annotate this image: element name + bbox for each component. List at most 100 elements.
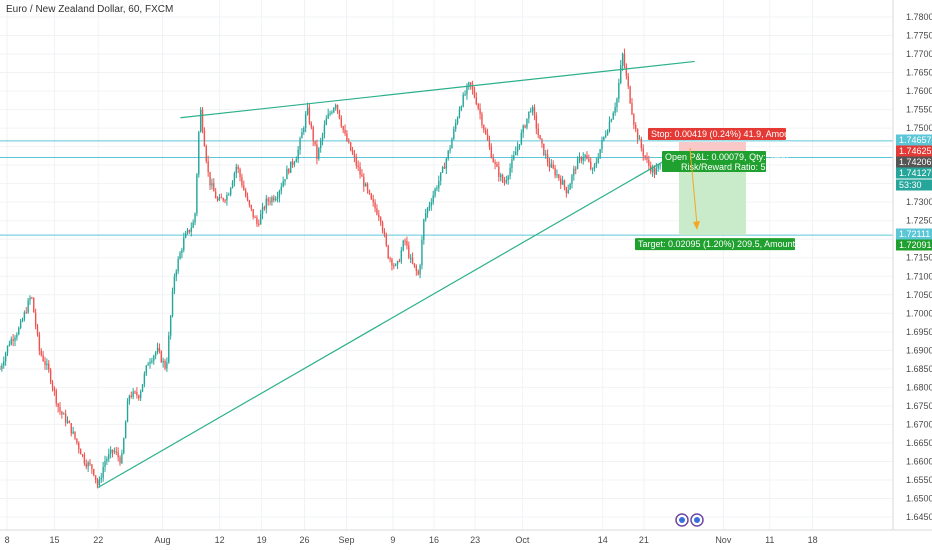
candle-body <box>415 266 418 271</box>
candle-body <box>531 107 534 112</box>
candle-body <box>426 208 429 214</box>
candle-body <box>456 117 459 123</box>
candle-body <box>421 239 423 266</box>
candle-body <box>608 121 611 132</box>
candle-body <box>284 179 286 182</box>
candle-body <box>145 365 147 374</box>
candle-body <box>154 352 157 356</box>
y-tick-label: 1.73000 <box>906 197 932 207</box>
candle-body <box>241 177 243 186</box>
candle-body <box>593 165 596 169</box>
candle-body <box>293 162 296 165</box>
candle-body <box>648 159 650 166</box>
price-tag-bg <box>896 156 932 168</box>
projection-arrowhead <box>693 221 700 230</box>
candle-body <box>338 110 341 119</box>
candle-body <box>494 162 496 164</box>
candle-body <box>342 126 344 130</box>
candle-body <box>190 227 192 232</box>
candle-body <box>578 157 581 160</box>
candle-body <box>460 106 463 110</box>
candle-body <box>40 350 42 356</box>
candle-body <box>14 337 16 341</box>
candle-body <box>383 231 386 235</box>
candle-body <box>408 245 410 258</box>
candle-body <box>550 164 553 168</box>
candle-body <box>316 144 318 159</box>
x-tick-label: Aug <box>155 535 171 545</box>
candle-body <box>318 148 320 159</box>
candle-body <box>524 125 526 128</box>
candle-body <box>222 198 224 201</box>
y-tick-label: 1.76500 <box>906 68 932 78</box>
y-tick-label: 1.75500 <box>906 105 932 115</box>
trendlines[interactable] <box>97 60 695 488</box>
candle-body <box>462 94 464 107</box>
candle-body <box>4 353 7 362</box>
candle-body <box>254 217 256 219</box>
x-tick-label: 22 <box>93 535 103 545</box>
candle-body <box>280 186 282 191</box>
y-tick-label: 1.67000 <box>906 419 932 429</box>
candle-body <box>8 344 11 346</box>
x-tick-label: 8 <box>5 535 10 545</box>
candle-body <box>96 480 99 486</box>
price-tag-bg <box>896 239 932 251</box>
x-tick-label: 16 <box>429 535 439 545</box>
target-label-text: Target: 0.02095 (1.20%) 209.5, Amount: 2… <box>638 239 828 249</box>
candle-body <box>72 431 74 434</box>
candle-body <box>237 166 239 169</box>
candle-body <box>498 166 500 177</box>
candle-body <box>535 115 538 129</box>
candle-body <box>186 229 189 234</box>
candle-body <box>379 217 382 223</box>
time-axis-bg <box>0 530 932 550</box>
candle-body <box>68 421 71 424</box>
candle-body <box>108 453 110 460</box>
candle-body <box>599 148 601 159</box>
candle-body <box>156 347 159 353</box>
chart-title: Euro / New Zealand Dollar, 60, FXCM <box>6 4 173 15</box>
candle-body <box>46 363 48 366</box>
candle-body <box>340 118 343 127</box>
candle-body <box>192 222 194 228</box>
y-tick-label: 1.71500 <box>906 253 932 263</box>
grid <box>0 0 893 530</box>
candle-body <box>183 237 185 250</box>
time-axis[interactable]: 8 15 22 Aug 12 19 26 Sep 9 16 23 Oct 14 21 Nov 11 18 <box>0 529 932 550</box>
position-overlay[interactable]: Stop: 0.00419 (0.24%) 41.9, Amount: 75 Op… <box>635 128 828 251</box>
candle-body <box>168 335 170 363</box>
candle-body <box>447 150 449 159</box>
y-tick-label: 1.69000 <box>906 345 932 355</box>
candle-body <box>100 477 102 480</box>
candle-body <box>297 149 299 160</box>
projection-arrow <box>689 147 698 226</box>
candle-body <box>351 150 354 154</box>
candle-body <box>151 360 153 363</box>
candle-body <box>385 234 388 246</box>
event-icons[interactable] <box>675 513 704 527</box>
candle-body <box>269 201 271 203</box>
candle-body <box>325 118 328 125</box>
candle-body <box>282 181 284 187</box>
x-tick-label: 14 <box>598 535 608 545</box>
candle-body <box>445 158 448 169</box>
candle-body <box>51 382 54 388</box>
candle-body <box>554 168 556 176</box>
candle-body <box>344 129 346 134</box>
candles <box>0 48 661 489</box>
price-tag-bg <box>896 145 932 157</box>
candle-body <box>372 199 374 203</box>
candle-body <box>308 107 311 124</box>
candle-body <box>582 157 584 161</box>
candle-body <box>83 454 86 464</box>
candle-body <box>398 261 401 263</box>
candle-body <box>276 197 279 199</box>
candle-body <box>289 161 292 173</box>
x-tick-label: Sep <box>338 535 354 545</box>
candle-body <box>115 451 117 453</box>
candle-body <box>646 157 648 160</box>
price-axis[interactable]: 1.64500 1.65000 1.65500 1.66000 1.66500 1.670… <box>892 0 932 550</box>
